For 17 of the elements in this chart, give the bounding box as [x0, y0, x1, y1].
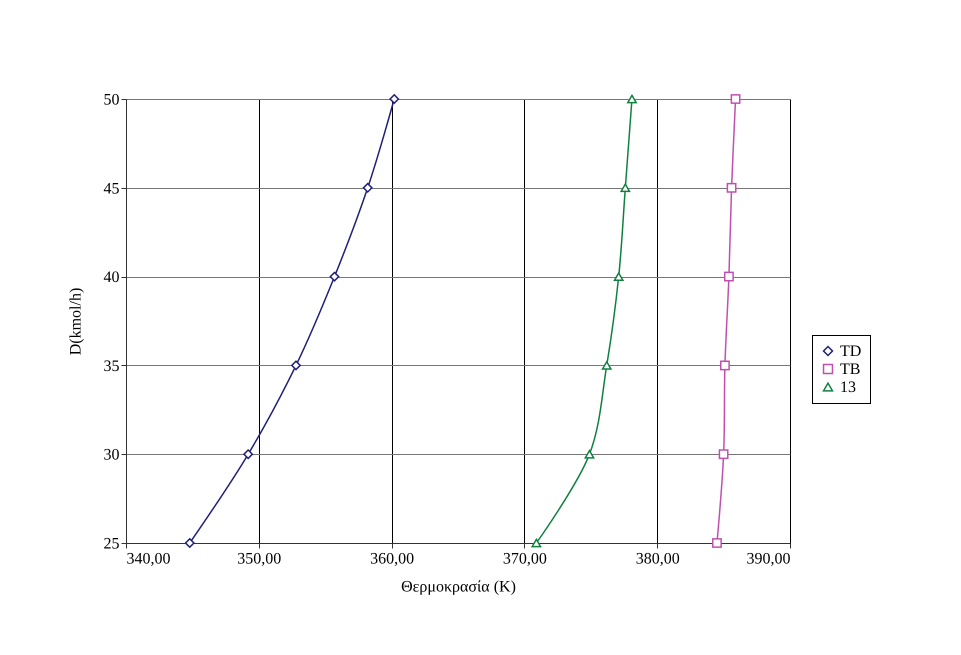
- x-tick-label: 390,00: [746, 550, 790, 568]
- y-tick-label: 40: [104, 269, 120, 286]
- x-tick-label: 350,00: [237, 550, 282, 568]
- y-tick-label: 35: [104, 358, 120, 375]
- y-tick-label: 50: [104, 92, 120, 108]
- y-tick-label: 25: [104, 536, 120, 552]
- x-axis-title: Θερμοκρασία (K): [401, 578, 516, 596]
- y-axis-title: D(kmol/h): [68, 288, 84, 356]
- legend-label: TB: [840, 361, 860, 378]
- x-tick-label: 340,00: [126, 550, 170, 568]
- x-tick-label: 380,00: [636, 550, 680, 568]
- legend-label: TD: [840, 343, 862, 360]
- y-tick-label: 30: [104, 446, 120, 464]
- y-tick-label: 45: [104, 180, 120, 198]
- x-tick-label: 360,00: [370, 550, 414, 568]
- legend-label: 13: [840, 379, 856, 396]
- x-tick-label: 370,00: [502, 550, 547, 568]
